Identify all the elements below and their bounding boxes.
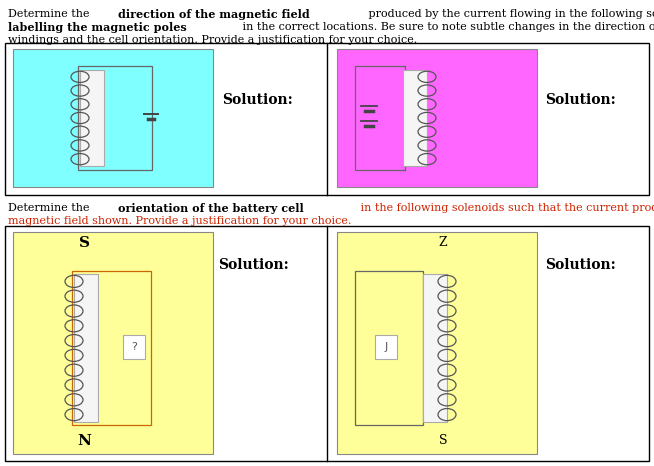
Text: J: J xyxy=(385,342,388,352)
Bar xyxy=(337,232,537,454)
Text: Determine the: Determine the xyxy=(8,9,93,19)
Text: in the correct locations. Be sure to note subtle changes in the direction of the: in the correct locations. Be sure to not… xyxy=(239,22,654,32)
Bar xyxy=(72,271,151,425)
Bar xyxy=(5,43,649,195)
Bar xyxy=(80,70,104,166)
Text: ?: ? xyxy=(131,342,137,352)
Bar xyxy=(375,335,397,359)
Text: S: S xyxy=(78,236,90,250)
Text: Solution:: Solution: xyxy=(545,93,616,107)
Text: S: S xyxy=(439,434,447,447)
Text: Solution:: Solution: xyxy=(545,258,616,272)
Bar xyxy=(423,274,447,422)
Text: orientation of the battery cell: orientation of the battery cell xyxy=(118,203,303,214)
Text: Determine the: Determine the xyxy=(8,203,93,213)
Text: produced by the current flowing in the following solenoids, by: produced by the current flowing in the f… xyxy=(365,9,654,19)
Bar xyxy=(123,335,145,359)
Bar xyxy=(78,66,152,170)
Bar xyxy=(5,226,649,461)
Bar xyxy=(13,232,213,454)
Text: in the following solenoids such that the current produces the: in the following solenoids such that the… xyxy=(357,203,654,213)
Text: Z: Z xyxy=(439,236,447,249)
Text: windings and the cell orientation. Provide a justification for your choice.: windings and the cell orientation. Provi… xyxy=(8,35,417,45)
Text: direction of the magnetic field: direction of the magnetic field xyxy=(118,9,309,20)
Bar xyxy=(74,274,98,422)
Text: N: N xyxy=(77,434,91,448)
Bar xyxy=(403,70,427,166)
Text: labelling the magnetic poles: labelling the magnetic poles xyxy=(8,22,187,33)
Bar xyxy=(337,49,537,187)
Text: magnetic field shown. Provide a justification for your choice.: magnetic field shown. Provide a justific… xyxy=(8,216,351,226)
Bar xyxy=(355,66,405,170)
Bar xyxy=(355,271,423,425)
Text: Solution:: Solution: xyxy=(218,258,289,272)
Bar xyxy=(13,49,213,187)
Text: Solution:: Solution: xyxy=(222,93,293,107)
